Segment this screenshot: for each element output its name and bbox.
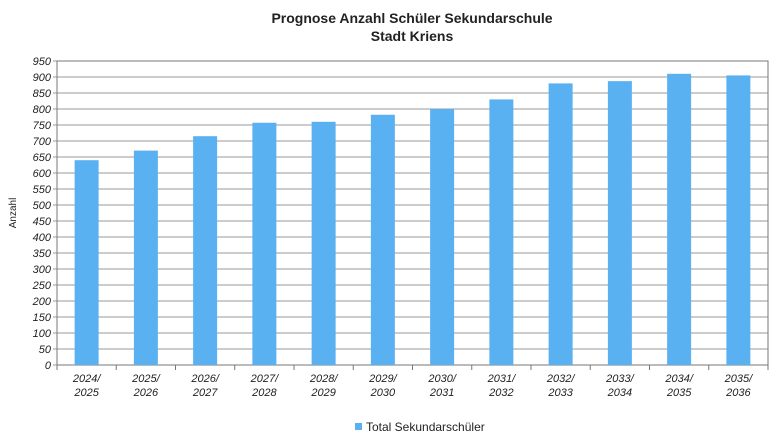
x-tick-label: 2033/2034 [605,373,634,399]
bar [133,150,158,365]
y-tick-label: 550 [33,184,52,196]
bar [370,114,395,365]
bar [74,160,99,365]
x-tick-label: 2031/2032 [487,373,516,399]
bar [667,73,692,366]
y-tick-label: 750 [33,120,52,132]
y-tick-label: 250 [32,280,52,292]
y-tick-label: 600 [33,168,52,180]
bar [252,122,277,365]
y-tick-label: 500 [33,200,52,212]
y-tick-label: 650 [33,152,52,164]
y-tick-label: 150 [33,312,52,324]
bar [311,121,336,365]
bar [193,136,218,365]
legend-swatch [355,423,362,430]
y-tick-label: 900 [33,72,52,84]
x-tick-label: 2027/2028 [250,373,279,399]
y-tick-label: 50 [39,344,52,356]
y-tick-label: 350 [33,248,52,260]
chart-subtitle: Stadt Kriens [371,28,454,44]
bar [489,99,514,366]
x-tick-label: 2026/2027 [190,373,219,399]
plot-border [56,60,769,366]
y-axis-label: Anzahl [8,198,19,229]
y-tick-label: 800 [33,104,52,116]
x-tick-label: 2034/2035 [664,373,693,399]
x-tick-label: 2024/2025 [72,373,101,399]
chart-title: Prognose Anzahl Schüler Sekundarschule [271,10,552,26]
y-tick-label: 100 [33,328,52,340]
x-tick-label: 2025/2026 [131,373,160,399]
x-tick-label: 2035/2036 [724,373,753,399]
bar [607,81,632,365]
bar [548,83,573,366]
y-tick-label: 700 [33,136,52,148]
y-tick-label: 400 [33,232,52,244]
x-tick-label: 2030/2031 [427,373,456,399]
y-tick-label: 300 [33,264,52,276]
x-tick-label: 2029/2030 [368,373,397,399]
y-tick-label: 450 [33,216,52,228]
x-tick-label: 2028/2029 [309,373,338,399]
legend-label: Total Sekundarschüler [366,420,485,434]
bar [430,109,455,365]
y-tick-label: 200 [32,296,52,308]
bar [726,75,751,366]
x-tick-label: 2032/2033 [546,373,575,399]
y-tick-label: 950 [33,56,52,68]
y-tick-label: 0 [45,360,52,372]
y-tick-label: 850 [33,88,52,100]
